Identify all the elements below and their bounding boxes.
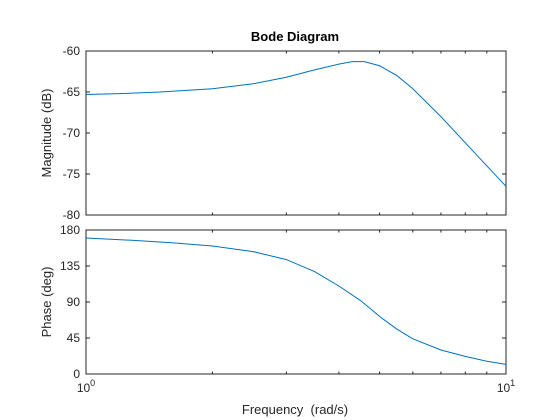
- x-axis-ticks: 100 101: [77, 378, 515, 395]
- x-tick-base: 10: [497, 381, 511, 395]
- phase-panel: 180 135 90 45 0 Phase (deg): [39, 223, 507, 381]
- phase-ytick-label: 90: [67, 295, 81, 309]
- phase-ytick-label: 0: [73, 367, 80, 381]
- phase-ylabel: Phase (deg): [39, 267, 54, 338]
- phase-plot-area: [85, 229, 507, 375]
- phase-ytick-label: 45: [67, 331, 81, 345]
- magnitude-panel: -60 -65 -70 -75 -80 Magnitude (dB): [39, 44, 507, 222]
- magnitude-plot-area: [85, 50, 507, 216]
- x-tick-base: 10: [77, 381, 91, 395]
- magnitude-ticks: -60 -65 -70 -75 -80: [63, 44, 506, 222]
- phase-ytick-label: 135: [60, 259, 80, 273]
- x-tick-label: 100: [77, 378, 95, 395]
- magnitude-ytick-label: -70: [63, 126, 81, 140]
- magnitude-ylabel: Magnitude (dB): [39, 89, 54, 178]
- magnitude-ytick-label: -80: [63, 208, 81, 222]
- x-tick-exponent: 0: [90, 378, 95, 388]
- x-axis-label: Frequency (rad/s): [242, 402, 348, 417]
- x-tick-label: 101: [497, 378, 515, 395]
- magnitude-ytick-label: -75: [63, 167, 81, 181]
- x-tick-exponent: 1: [510, 378, 515, 388]
- phase-series-line: [85, 237, 507, 365]
- phase-ticks: 180 135 90 45 0: [60, 223, 506, 381]
- phase-ytick-label: 180: [60, 223, 80, 237]
- chart-title: Bode Diagram: [251, 29, 339, 44]
- magnitude-ytick-label: -65: [63, 85, 81, 99]
- magnitude-series-line: [85, 61, 507, 187]
- magnitude-ytick-label: -60: [63, 44, 81, 58]
